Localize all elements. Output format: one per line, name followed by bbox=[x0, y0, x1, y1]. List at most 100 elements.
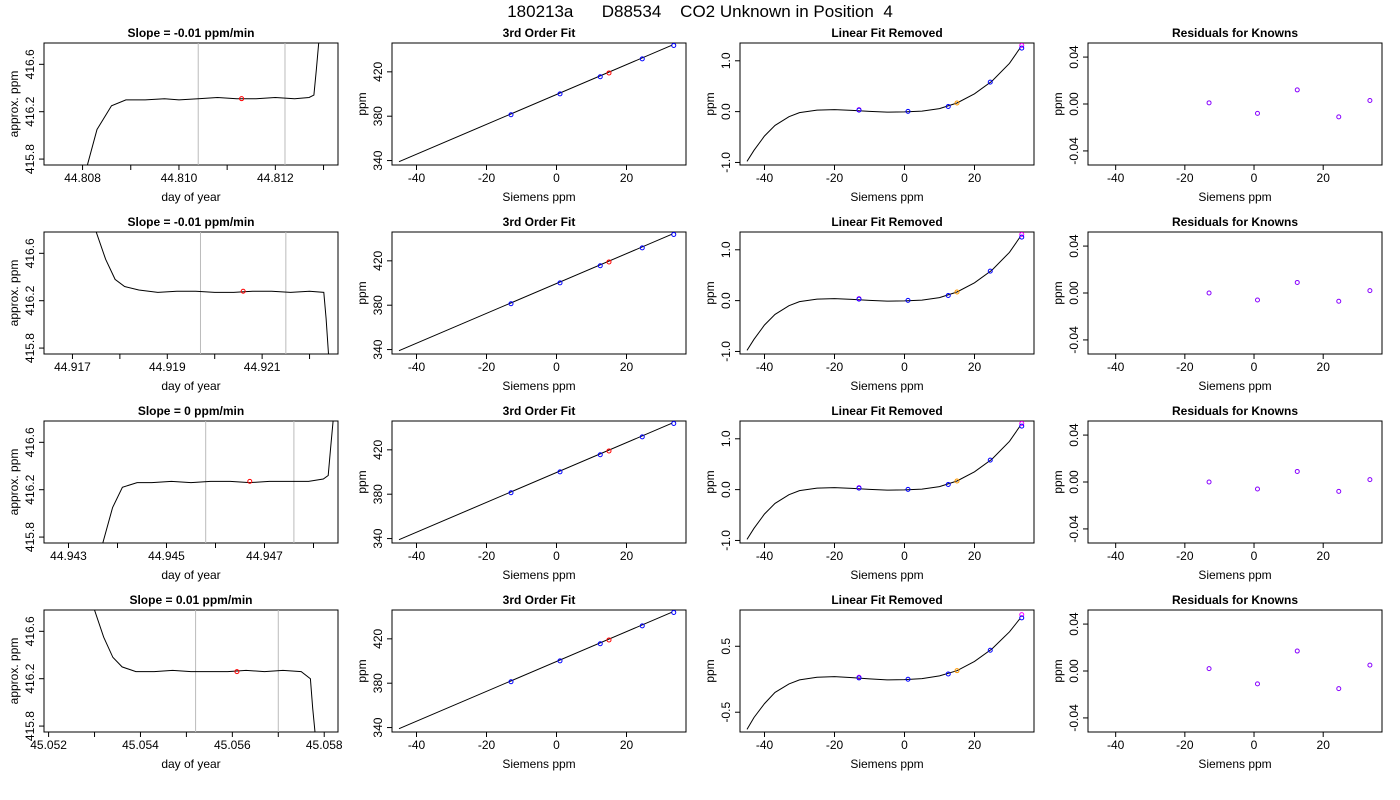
x-tick-label-r2c1-0: 44.917 bbox=[54, 360, 91, 374]
x-axis-label-r3c2: Siemens ppm bbox=[502, 568, 575, 582]
series-line-r3c2-0 bbox=[398, 422, 673, 541]
x-tick-label-r1c1-1: 44.810 bbox=[161, 171, 198, 185]
plot-title-r2c3: Linear Fit Removed bbox=[831, 215, 942, 229]
marker-point-r3c1-0 bbox=[247, 478, 253, 484]
marker-point-r1c1-0 bbox=[239, 96, 245, 102]
red-point-r4c2-0 bbox=[606, 637, 612, 643]
y-tick-label-r4c4-1: 0.00 bbox=[1067, 659, 1081, 683]
y-tick-label-r2c4-1: 0.00 bbox=[1067, 281, 1081, 305]
plot-title-r1c1: Slope = -0.01 ppm/min bbox=[127, 26, 254, 40]
x-tick-label-r3c1-0: 44.943 bbox=[50, 549, 87, 563]
x-tick-label-r2c4-1: -20 bbox=[1176, 360, 1194, 374]
x-tick-label-r1c4-2: 0 bbox=[1251, 171, 1258, 185]
purple-point-r2c4-3 bbox=[1336, 298, 1342, 304]
x-tick-label-r4c1-2: 45.056 bbox=[214, 738, 251, 752]
blue-point-r1c2-0 bbox=[508, 112, 514, 118]
blue-point-r4c3-3 bbox=[987, 647, 993, 653]
plot-frame-r1c3 bbox=[739, 42, 1035, 166]
fit-curve-r3c3 bbox=[746, 425, 1021, 540]
y-axis-label-r4c4: ppm bbox=[1051, 659, 1065, 682]
plot-title-r3c3: Linear Fit Removed bbox=[831, 404, 942, 418]
purple-point-r4c4-3 bbox=[1336, 686, 1342, 692]
fit-curve-r4c3 bbox=[746, 618, 1021, 730]
x-tick-label-r4c2-1: -20 bbox=[478, 738, 496, 752]
red-point-r2c2-0 bbox=[606, 259, 612, 265]
blue-point-r3c3-4 bbox=[1019, 423, 1025, 429]
x-tick-label-r3c2-0: -40 bbox=[408, 549, 426, 563]
x-tick-label-r1c4-3: 20 bbox=[1317, 171, 1331, 185]
blue-point-r2c3-0 bbox=[856, 296, 862, 302]
y-tick-label-r2c4-0: -0.04 bbox=[1067, 326, 1081, 354]
blue-point-r1c2-2 bbox=[597, 74, 603, 80]
blue-point-r4c2-4 bbox=[671, 609, 677, 615]
blue-point-r4c3-1 bbox=[905, 676, 911, 682]
purple-point-r3c4-0 bbox=[1206, 479, 1212, 485]
plot-title-r2c1: Slope = -0.01 ppm/min bbox=[127, 215, 254, 229]
x-axis-label-r2c2: Siemens ppm bbox=[502, 379, 575, 393]
orange-point-r2c3-0 bbox=[954, 289, 960, 295]
y-tick-label-r3c2-1: 380 bbox=[371, 484, 385, 504]
x-tick-label-r1c1-2: 44.812 bbox=[257, 171, 294, 185]
blue-point-r3c3-1 bbox=[905, 486, 911, 492]
y-tick-label-r1c3-1: 0.0 bbox=[719, 103, 733, 120]
plot-title-r4c1: Slope = 0.01 ppm/min bbox=[129, 593, 252, 607]
x-tick-label-r3c3-1: -20 bbox=[826, 549, 844, 563]
y-tick-label-r2c3-0: -1.0 bbox=[719, 341, 733, 362]
blue-point-r2c2-4 bbox=[671, 231, 677, 237]
red-point-r3c2-0 bbox=[606, 448, 612, 454]
x-tick-label-r2c3-2: 0 bbox=[901, 360, 908, 374]
series-line-r2c1-0 bbox=[95, 232, 329, 354]
orange-point-r3c3-0 bbox=[954, 478, 960, 484]
plot-title-r1c3: Linear Fit Removed bbox=[831, 26, 942, 40]
purple-point-r1c4-4 bbox=[1367, 97, 1373, 103]
x-tick-label-r4c4-2: 0 bbox=[1251, 738, 1258, 752]
purple-point-r1c4-3 bbox=[1336, 114, 1342, 120]
y-axis-label-r2c1: approx. ppm bbox=[7, 260, 21, 327]
page-title: 180213a D88534 CO2 Unknown in Position 4 bbox=[507, 2, 893, 21]
blue-point-r3c2-2 bbox=[597, 452, 603, 458]
plot-frame-r4c1 bbox=[43, 609, 339, 733]
blue-point-r2c3-1 bbox=[905, 297, 911, 303]
blue-point-r1c2-3 bbox=[639, 56, 645, 62]
series-line-r4c2-0 bbox=[398, 611, 673, 730]
x-tick-label-r4c1-3: 45.058 bbox=[306, 738, 343, 752]
x-tick-label-r1c4-1: -20 bbox=[1176, 171, 1194, 185]
y-tick-label-r2c2-2: 420 bbox=[371, 251, 385, 271]
x-axis-label-r4c3: Siemens ppm bbox=[850, 757, 923, 771]
y-tick-label-r2c1-0: 415.8 bbox=[23, 333, 37, 363]
orange-point-r1c3-0 bbox=[954, 100, 960, 106]
x-tick-label-r1c3-3: 20 bbox=[968, 171, 982, 185]
purple-point-r1c4-2 bbox=[1294, 87, 1300, 93]
blue-point-r4c2-1 bbox=[557, 658, 563, 664]
x-axis-label-r3c1: day of year bbox=[161, 568, 220, 582]
x-axis-label-r4c4: Siemens ppm bbox=[1198, 757, 1271, 771]
y-axis-label-r1c1: approx. ppm bbox=[7, 71, 21, 138]
blue-point-r1c2-4 bbox=[671, 42, 677, 48]
purple-point-r4c4-2 bbox=[1294, 648, 1300, 654]
x-tick-label-r1c2-2: 0 bbox=[553, 171, 560, 185]
x-tick-label-r4c2-3: 20 bbox=[620, 738, 634, 752]
plot-frame-r3c3 bbox=[739, 420, 1035, 544]
y-tick-label-r3c4-2: 0.04 bbox=[1067, 423, 1081, 447]
y-tick-label-r4c3-0: -0.5 bbox=[719, 702, 733, 723]
x-tick-label-r4c1-1: 45.054 bbox=[122, 738, 159, 752]
y-tick-label-r2c1-2: 416.6 bbox=[23, 238, 37, 268]
x-axis-label-r3c4: Siemens ppm bbox=[1198, 568, 1271, 582]
x-tick-label-r1c2-1: -20 bbox=[478, 171, 496, 185]
y-tick-label-r3c1-2: 416.6 bbox=[23, 427, 37, 457]
blue-point-r2c2-2 bbox=[597, 263, 603, 269]
plot-frame-r2c2 bbox=[391, 231, 687, 355]
y-axis-label-r1c2: ppm bbox=[355, 92, 369, 115]
y-tick-label-r3c4-1: 0.00 bbox=[1067, 470, 1081, 494]
blue-point-r4c3-0 bbox=[856, 675, 862, 681]
x-tick-label-r3c3-2: 0 bbox=[901, 549, 908, 563]
plot-title-r2c4: Residuals for Knowns bbox=[1172, 215, 1298, 229]
orange-point-r4c3-0 bbox=[954, 668, 960, 674]
plot-title-r4c2: 3rd Order Fit bbox=[503, 593, 576, 607]
x-axis-label-r2c4: Siemens ppm bbox=[1198, 379, 1271, 393]
series-line-r1c1-0 bbox=[86, 43, 320, 165]
blue-point-r4c3-2 bbox=[945, 671, 951, 677]
x-tick-label-r4c4-0: -40 bbox=[1107, 738, 1125, 752]
purple-point-r1c4-0 bbox=[1206, 100, 1212, 106]
